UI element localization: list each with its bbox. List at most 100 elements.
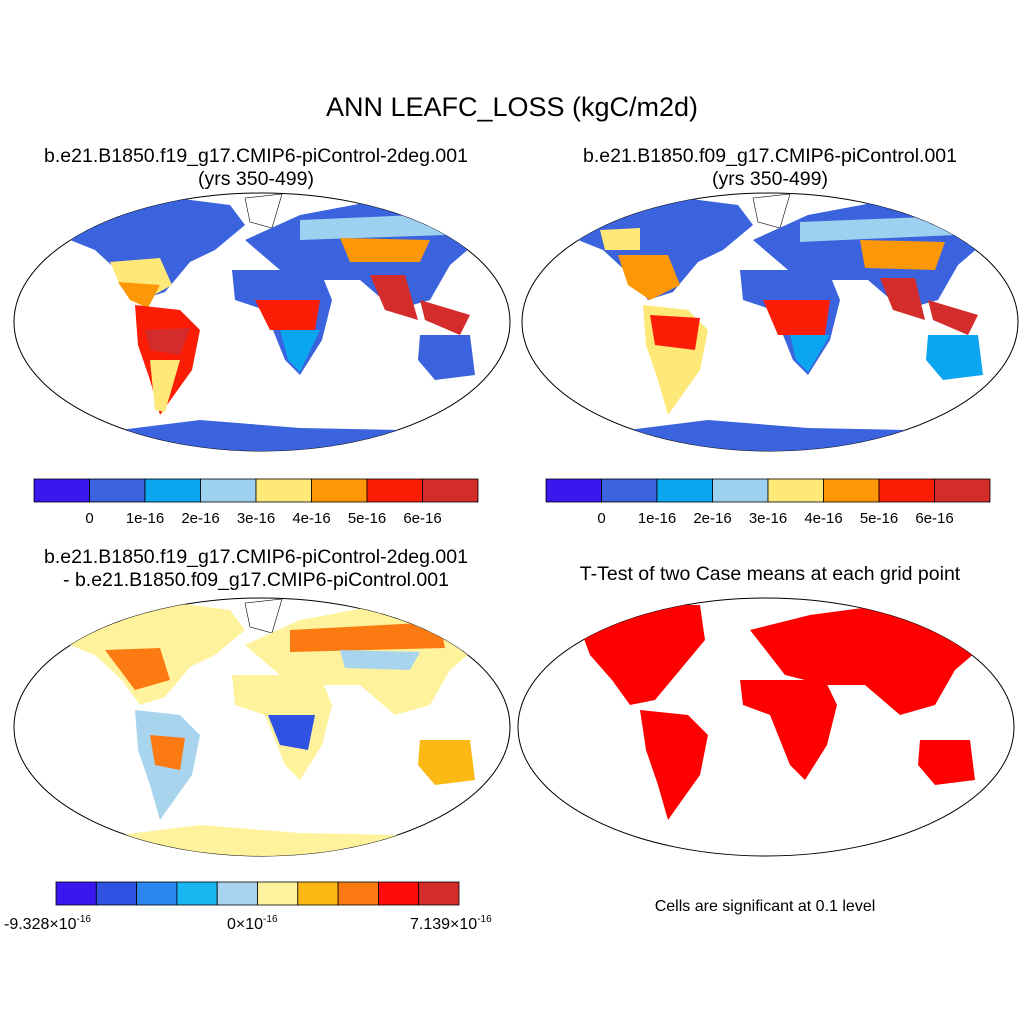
ttest-eurasia — [750, 605, 990, 715]
case2-north-america-east — [618, 255, 680, 300]
case1-maritime-asia — [420, 300, 470, 335]
case1-colorbar-label: 6e-16 — [403, 510, 441, 527]
diff-colorbar-box — [257, 881, 299, 906]
case1-colorbar-label: 3e-16 — [237, 510, 275, 527]
case1-colorbar-label: 5e-16 — [348, 510, 386, 527]
diff-colorbar-max-label: 7.139×10-16 — [410, 914, 492, 933]
case1-colorbar-label: 2e-16 — [181, 510, 219, 527]
case1-colorbar-box — [89, 478, 146, 503]
case1-colorbar-box — [366, 478, 423, 503]
case2-subtitle: (yrs 350-499) — [712, 168, 828, 190]
diff-australia — [418, 740, 475, 785]
diff-north-america-patch — [105, 648, 170, 690]
diff-title-block: b.e21.B1850.f19_g17.CMIP6-piControl-2deg… — [5, 546, 507, 592]
case2-africa-tropics — [763, 300, 830, 335]
diff-title: b.e21.B1850.f19_g17.CMIP6-piControl-2deg… — [44, 546, 468, 568]
case2-north-america-west — [600, 228, 640, 250]
case1-colorbar: 0 1e-16 2e-16 3e-16 4e-16 5e-16 6e-16 — [33, 478, 479, 527]
case1-north-america-south — [118, 282, 160, 308]
diff-colorbar-box — [95, 881, 138, 906]
case2-colorbar-label: 2e-16 — [693, 510, 731, 527]
case2-colorbar-box — [601, 478, 658, 503]
diff-map-field — [45, 598, 485, 856]
case1-colorbar-labels: 0 1e-16 2e-16 3e-16 4e-16 5e-16 6e-16 — [85, 510, 441, 527]
case1-eurasia-band — [300, 214, 445, 240]
case2-colorbar-box — [934, 478, 991, 503]
ttest-africa — [740, 680, 837, 780]
case2-colorbar-box — [878, 478, 935, 503]
case1-map — [13, 192, 511, 452]
diff-colorbar-boxes — [55, 881, 460, 906]
case2-map-field — [553, 193, 993, 451]
case2-colorbar-boxes — [545, 478, 991, 503]
case1-australia — [418, 335, 475, 380]
diff-colorbar-box — [418, 881, 460, 906]
case2-title: b.e21.B1850.f09_g17.CMIP6-piControl.001 — [582, 145, 957, 167]
case1-africa-south — [280, 330, 320, 372]
case2-south-asia — [880, 278, 925, 320]
diff-colorbar-box — [55, 881, 97, 906]
case1-colorbar-label: 1e-16 — [126, 510, 164, 527]
diff-eurasia-cold — [340, 650, 420, 670]
diff-colorbar: -9.328×10-16 0×10-16 7.139×10-16 — [4, 881, 492, 933]
ttest-north-america — [575, 605, 705, 705]
case2-colorbar-box — [823, 478, 880, 503]
case2-colorbar: 0 1e-16 2e-16 3e-16 4e-16 5e-16 6e-16 — [545, 478, 991, 527]
case2-colorbar-box — [545, 478, 602, 503]
case2-eurasia-belt — [860, 240, 945, 270]
case2-maritime-asia — [928, 300, 978, 335]
case2-colorbar-box — [767, 478, 824, 503]
diff-south-america-patch — [150, 735, 185, 770]
case2-colorbar-label: 4e-16 — [804, 510, 842, 527]
case1-colorbar-box — [33, 478, 90, 503]
case1-title-block: b.e21.B1850.f19_g17.CMIP6-piControl-2deg… — [5, 145, 507, 191]
case1-colorbar-box — [422, 478, 479, 503]
case2-title-block: b.e21.B1850.f09_g17.CMIP6-piControl.001 … — [520, 145, 1020, 191]
case2-colorbar-label: 1e-16 — [638, 510, 676, 527]
diff-colorbar-box — [176, 881, 218, 906]
case1-south-america-south — [150, 360, 180, 412]
case1-colorbar-box — [144, 478, 201, 503]
case1-south-america-center — [145, 328, 190, 355]
case1-subtitle: (yrs 350-499) — [198, 168, 314, 190]
diff-colorbar-mid-label: 0×10-16 — [227, 914, 278, 933]
diff-colorbar-min-label: -9.328×10-16 — [4, 914, 91, 933]
ttest-map-field — [575, 605, 990, 820]
ttest-map — [517, 597, 1015, 857]
diff-subtitle: - b.e21.B1850.f09_g17.CMIP6-piControl.00… — [63, 569, 449, 591]
diff-colorbar-box — [297, 881, 339, 906]
ttest-australia — [918, 740, 975, 785]
ttest-south-america — [640, 710, 708, 820]
ttest-note: Cells are significant at 0.1 level — [654, 898, 876, 915]
case2-eurasia-band — [800, 216, 955, 242]
case2-colorbar-label: 6e-16 — [915, 510, 953, 527]
diff-eurasia-band — [290, 622, 445, 652]
case1-colorbar-box — [311, 478, 368, 503]
case2-colorbar-box — [656, 478, 713, 503]
case1-colorbar-box — [255, 478, 312, 503]
case2-colorbar-label: 5e-16 — [860, 510, 898, 527]
case1-colorbar-box — [200, 478, 257, 503]
case1-colorbar-boxes — [33, 478, 479, 503]
case1-title: b.e21.B1850.f19_g17.CMIP6-piControl-2deg… — [44, 145, 468, 167]
case2-colorbar-labels: 0 1e-16 2e-16 3e-16 4e-16 5e-16 6e-16 — [597, 510, 953, 527]
case2-australia — [926, 335, 983, 380]
case1-africa-tropics — [255, 300, 320, 330]
case2-south-america-core — [650, 315, 700, 350]
case1-south-asia — [370, 275, 418, 320]
case2-africa-south — [790, 335, 830, 372]
case1-eurasia-belt — [340, 238, 430, 262]
diff-colorbar-box — [377, 881, 420, 906]
case2-colorbar-box — [712, 478, 769, 503]
case2-colorbar-label: 3e-16 — [749, 510, 787, 527]
diff-map — [13, 597, 511, 857]
figure-title: ANN LEAFC_LOSS (kgC/m2d) — [325, 92, 699, 122]
diff-colorbar-box — [136, 881, 178, 906]
diff-africa-patch — [268, 715, 315, 750]
case2-colorbar-label: 0 — [597, 510, 605, 527]
case2-map — [521, 192, 1019, 452]
diff-colorbar-box — [216, 881, 258, 906]
case1-colorbar-label: 4e-16 — [292, 510, 330, 527]
case1-colorbar-label: 0 — [85, 510, 93, 527]
